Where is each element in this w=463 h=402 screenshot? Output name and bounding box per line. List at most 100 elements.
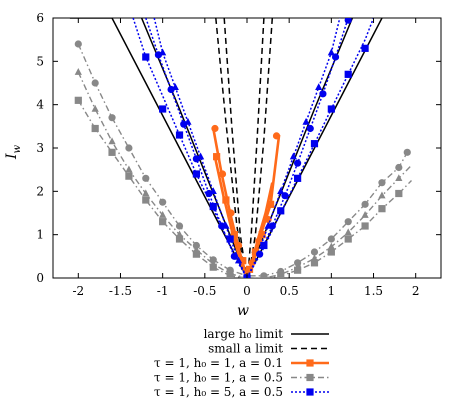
data-point — [213, 153, 221, 161]
data-point — [211, 124, 219, 133]
legend-label: τ = 1, h₀ = 5, a = 0.5 — [154, 385, 283, 399]
data-point — [192, 155, 200, 163]
data-point — [395, 189, 403, 198]
y-axis-label-subscript: w — [12, 145, 23, 154]
data-point — [159, 105, 167, 113]
data-point — [209, 202, 217, 211]
x-tick-label: -2 — [72, 284, 84, 298]
data-point — [230, 252, 238, 260]
data-point — [142, 196, 150, 204]
data-point — [403, 148, 411, 156]
data-point — [175, 222, 184, 230]
data-point — [74, 68, 82, 75]
data-point — [378, 179, 386, 187]
data-point — [154, 51, 163, 59]
x-tick-label: 1 — [328, 284, 336, 298]
data-point — [344, 70, 352, 78]
y-tick-label: 0 — [36, 271, 44, 285]
legend-label: large h₀ limit — [204, 327, 284, 341]
y-tick-label: 1 — [36, 228, 44, 242]
data-point — [248, 259, 256, 267]
data-point — [74, 96, 82, 104]
data-point — [91, 104, 99, 112]
x-tick-label: -1 — [157, 284, 169, 298]
x-axis-label: w — [237, 303, 249, 319]
x-tick-label: 0.5 — [280, 284, 299, 298]
data-point — [142, 189, 150, 197]
data-point — [227, 209, 235, 217]
data-point — [361, 200, 369, 208]
series-4 — [132, 18, 375, 278]
data-point — [294, 174, 302, 182]
data-point — [395, 163, 403, 172]
data-point — [209, 256, 217, 264]
axes-layer: -2 -1.5 -1 -0.5 0 0.5 1 1.5 2 0 1 2 3 4 5 6 — [36, 11, 441, 298]
x-tick-label: -1.5 — [109, 284, 132, 298]
data-point — [310, 140, 319, 148]
data-point — [344, 235, 352, 243]
data-point — [205, 189, 213, 198]
data-point — [378, 191, 386, 199]
data-point — [192, 241, 200, 250]
data-point — [226, 235, 234, 243]
legend-swatch-marker — [306, 388, 314, 396]
data-point — [327, 235, 335, 243]
series-line — [77, 43, 408, 277]
data-point — [230, 231, 238, 239]
data-point — [159, 218, 167, 226]
data-point — [218, 170, 227, 178]
data-point — [226, 272, 234, 278]
data-point — [277, 272, 285, 278]
data-point — [258, 231, 266, 239]
data-point — [175, 131, 184, 139]
series-line — [213, 156, 249, 278]
data-point — [277, 207, 285, 215]
data-point — [344, 18, 352, 24]
data-point — [192, 250, 200, 258]
data-point — [234, 241, 243, 250]
data-point — [327, 242, 335, 250]
y-tick-label: 5 — [36, 54, 44, 68]
y-tick-label: 3 — [36, 141, 44, 155]
x-tick-label: 2 — [412, 284, 420, 298]
data-point — [378, 205, 386, 213]
data-point — [306, 124, 314, 133]
data-point — [180, 120, 188, 128]
data-point — [234, 256, 243, 264]
data-point — [260, 274, 268, 278]
series-1 — [215, 18, 274, 276]
data-point — [256, 250, 264, 258]
data-point — [167, 85, 175, 94]
data-point — [294, 159, 302, 167]
x-tick-label: 0 — [243, 284, 251, 298]
series-line — [246, 18, 383, 278]
data-point — [395, 174, 403, 182]
data-point — [159, 198, 167, 206]
data-point — [222, 196, 230, 204]
y-tick-label: 2 — [36, 184, 44, 198]
series-line — [223, 18, 247, 276]
data-point — [91, 124, 99, 133]
legend-swatch-marker — [306, 373, 314, 382]
data-point — [294, 259, 302, 267]
data-point — [344, 218, 352, 226]
series-line — [77, 99, 413, 278]
data-point — [218, 222, 226, 230]
data-point — [209, 263, 217, 271]
legend-swatch-marker — [306, 359, 314, 367]
data-point — [74, 40, 82, 48]
data-point — [125, 144, 133, 152]
y-tick-label: 6 — [36, 11, 44, 25]
data-point — [91, 79, 99, 87]
data-point — [272, 132, 281, 140]
data-point — [302, 117, 310, 125]
data-point — [142, 53, 150, 61]
data-point — [108, 114, 116, 122]
data-point — [175, 235, 184, 243]
legend-label: τ = 1, h₀ = 1, a = 0.1 — [154, 356, 283, 370]
data-point — [319, 90, 327, 98]
data-point — [159, 211, 167, 218]
data-point — [245, 265, 254, 273]
data-point — [142, 174, 150, 182]
